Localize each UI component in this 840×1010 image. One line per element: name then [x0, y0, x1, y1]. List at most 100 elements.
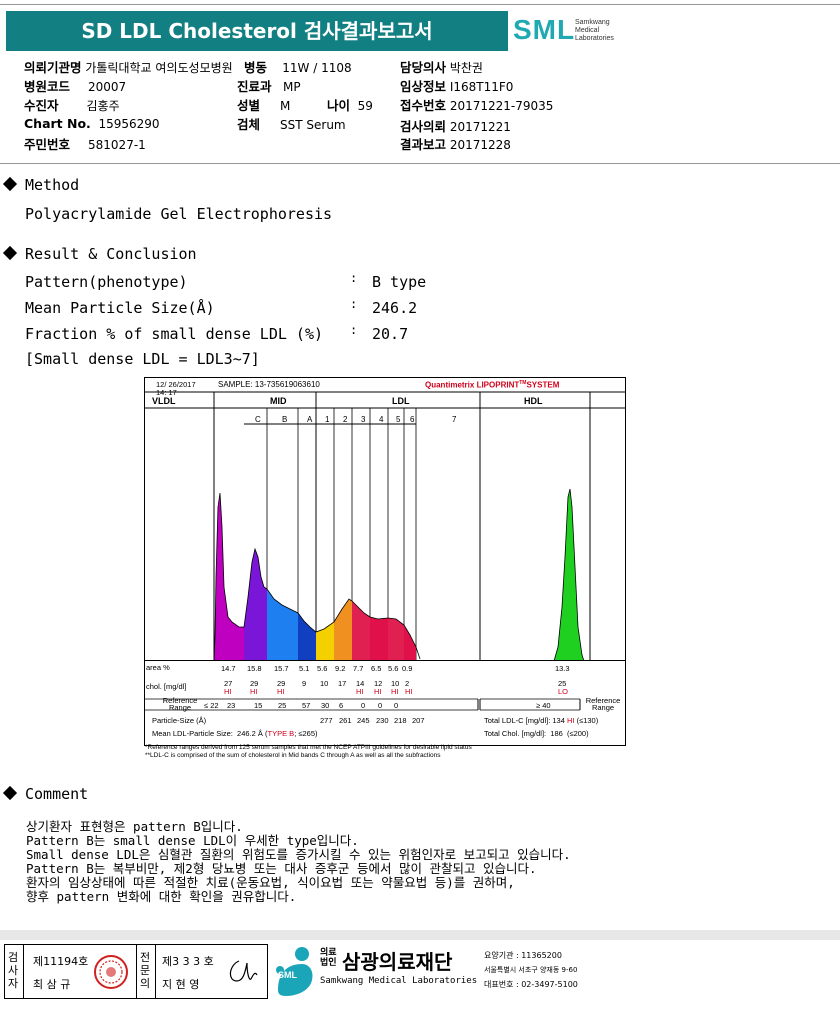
footer-band	[0, 930, 840, 940]
group-hdl: HDL	[524, 396, 543, 406]
band-label: 3	[361, 415, 366, 424]
chol-value: 10	[391, 679, 400, 688]
chart-footnote-2: **LDL-C is comprised of the sum of chole…	[145, 752, 441, 759]
hdl-curve	[553, 488, 585, 662]
ref-value: 23	[227, 701, 236, 710]
tester-license: 제11194호	[33, 955, 89, 968]
ref-value: 0	[378, 701, 383, 710]
band-label: B	[282, 415, 288, 424]
group-mid: MID	[270, 396, 287, 406]
ref-value: 0	[361, 701, 366, 710]
report-title: SD LDL Cholesterol 검사결과보고서	[6, 11, 508, 51]
ref-value: 15	[254, 701, 263, 710]
area-value: 13.3	[555, 664, 570, 673]
ref-value: 6	[339, 701, 344, 710]
chart-datetime: 12/ 26/2017 14: 17	[156, 380, 196, 397]
chol-flag: HI	[277, 687, 285, 696]
ref-value: 0	[394, 701, 399, 710]
footer-logo-text: SML	[278, 970, 297, 980]
area-value: 14.7	[221, 664, 236, 673]
result-heading: Result & Conclusion	[2, 245, 197, 263]
diamond-bullet-icon	[2, 176, 18, 192]
signature-box: 검사자 제11194호 최 삼 규 전문의 제3 3 3 호 지 현 영	[4, 944, 268, 999]
corp-type: 의료법인	[320, 948, 337, 968]
profile-curve	[213, 492, 421, 662]
chol-value: 9	[302, 679, 307, 688]
particle-value: 230	[376, 716, 389, 725]
peak-segment	[316, 622, 334, 661]
peak-segment	[352, 601, 370, 661]
chol-label: chol. [mg/dl]	[146, 682, 187, 691]
tester-label: 검사자	[8, 951, 19, 990]
peaks	[213, 488, 585, 662]
corp-name-en: Samkwang Medical Laboratories	[320, 976, 478, 986]
band-label: A	[307, 415, 313, 424]
area-value: 9.2	[335, 664, 346, 673]
particle-label: Particle-Size (Å)	[152, 716, 207, 725]
ref-value: 57	[302, 701, 311, 710]
particle-value: 207	[412, 716, 425, 725]
lipoprint-chart: 12/ 26/2017 14: 17 SAMPLE: 13-73561906361…	[144, 377, 626, 763]
chol-flag: LO	[558, 687, 569, 696]
peak-segment	[267, 589, 298, 661]
top-rule	[0, 4, 840, 5]
band-label: 4	[379, 415, 384, 424]
ref-label-hdl: Reference Range	[585, 696, 621, 712]
band-label: 2	[343, 415, 348, 424]
corp-code: 요양기관 : 11365200	[484, 951, 562, 960]
peak-segment	[554, 489, 584, 661]
chol-flag: HI	[356, 687, 364, 696]
chol-value: 25	[558, 679, 567, 688]
band-label: 7	[452, 415, 457, 424]
particle-value: 245	[357, 716, 370, 725]
peak-segment	[214, 493, 244, 661]
area-value: 5.6	[388, 664, 399, 673]
area-label: area %	[146, 663, 170, 672]
band-label: 1	[325, 415, 330, 424]
peak-segment	[244, 549, 267, 661]
chol-value: 29	[250, 679, 259, 688]
comment-body: 상기환자 표현형은 pattern B입니다. Pattern B는 small…	[26, 819, 571, 904]
info-divider	[0, 163, 840, 164]
area-value: 0.9	[402, 664, 413, 673]
ref-value: ≥ 40	[536, 701, 551, 710]
band-label: 6	[410, 415, 415, 424]
chol-flag: HI	[224, 687, 232, 696]
area-value: 15.8	[247, 664, 262, 673]
sdldl-note: [Small dense LDL = LDL3~7]	[25, 350, 260, 368]
corp-address: 서울특별시 서초구 양재동 9-60	[484, 966, 578, 974]
ref-value: 25	[278, 701, 287, 710]
band-label: C	[255, 415, 261, 424]
peak-segment	[334, 599, 352, 661]
chol-flag: HI	[374, 687, 382, 696]
chol-value: 29	[277, 679, 286, 688]
electrophoresis-plot	[144, 377, 626, 746]
seal-stamp-icon	[94, 955, 128, 989]
chol-value: 12	[374, 679, 383, 688]
particle-value: 218	[394, 716, 407, 725]
specialist-name: 지 현 영	[162, 978, 200, 991]
comment-heading: Comment	[2, 785, 88, 803]
peak-segment	[370, 617, 388, 661]
corp-tel: 대표번호 : 02-3497-5100	[484, 980, 578, 989]
area-value: 6.5	[371, 664, 382, 673]
area-value: 5.1	[299, 664, 310, 673]
samkwang-logo-icon	[276, 947, 313, 996]
peak-segment	[404, 625, 416, 661]
area-value: 15.7	[274, 664, 289, 673]
chol-flag: HI	[405, 687, 413, 696]
chol-value: 17	[338, 679, 347, 688]
group-vldl: VLDL	[152, 396, 176, 406]
sml-logo: SML	[513, 14, 576, 45]
corp-name: 삼광의료재단	[342, 950, 453, 974]
chol-value: 27	[224, 679, 233, 688]
chol-value: 2	[405, 679, 410, 688]
chart-footnote-1: *Reference ranges derived from 125 serum…	[145, 744, 472, 751]
chol-flag: HI	[391, 687, 399, 696]
peak-segment	[388, 618, 404, 661]
chol-value: 14	[356, 679, 365, 688]
total-chol: Total Chol. [mg/dl]: 186 (≤200)	[484, 729, 589, 738]
method-heading: Method	[2, 176, 79, 194]
mean-size: Mean LDL-Particle Size: 246.2 Å (TYPE B;…	[152, 729, 318, 738]
area-value: 5.6	[317, 664, 328, 673]
